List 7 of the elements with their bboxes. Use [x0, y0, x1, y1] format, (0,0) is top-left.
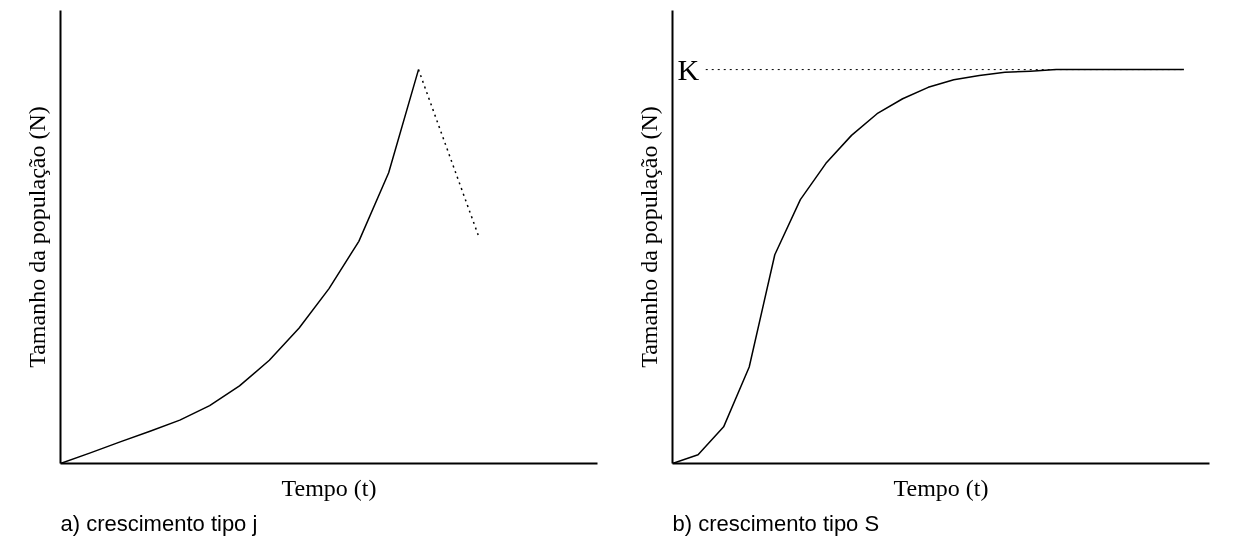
text: b) crescimento tipo S	[672, 510, 880, 536]
x-axis-title: Tempo (t)	[893, 474, 989, 501]
x-axis-title: Tempo (t)	[281, 474, 377, 501]
ref-line-label: K	[677, 53, 700, 87]
y-axis-title: Tamanho da população (N)	[635, 106, 662, 368]
text: a) crescimento tipo j	[60, 510, 258, 536]
y-axis-title: Tamanho da população (N)	[23, 106, 50, 368]
